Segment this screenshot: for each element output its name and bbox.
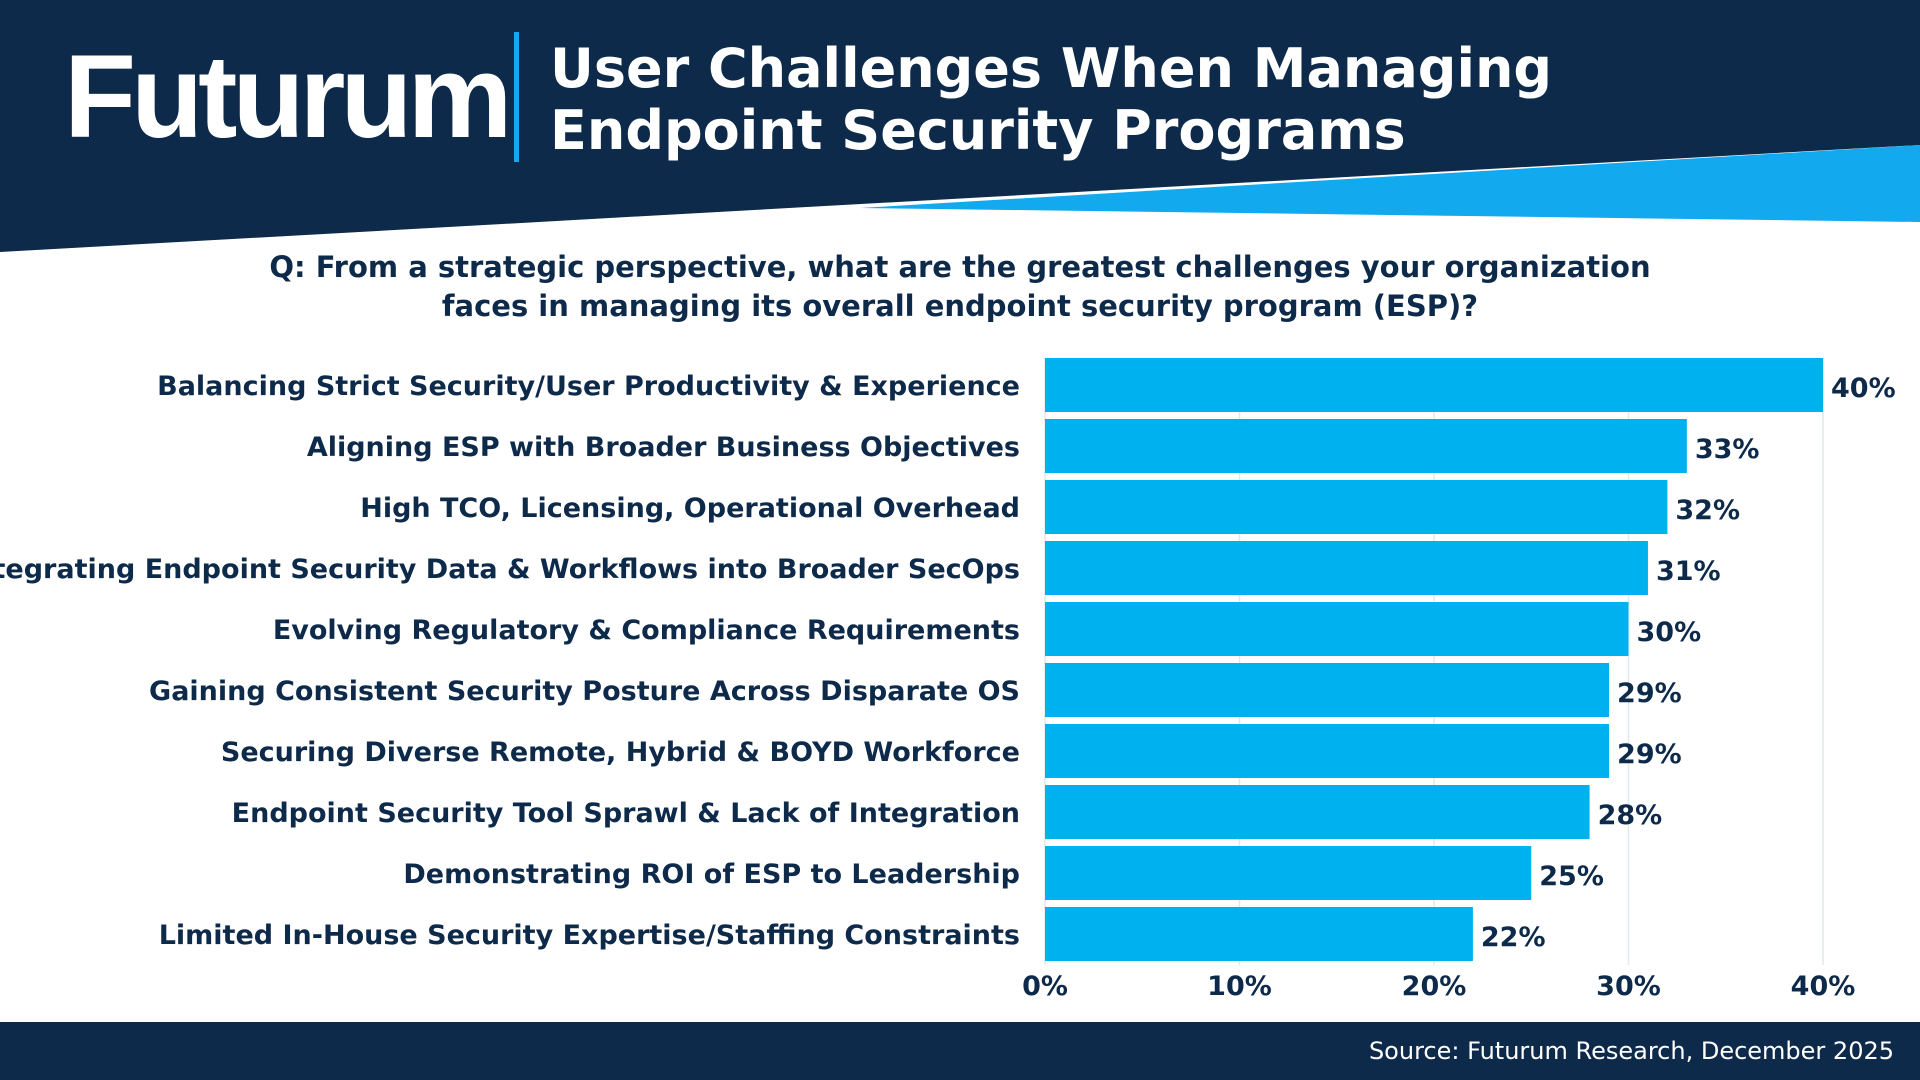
value-label-2: 32% [1675, 495, 1740, 526]
page-title: User Challenges When Managing Endpoint S… [550, 38, 1650, 162]
question-line-1: Q: From a strategic perspective, what ar… [269, 250, 1651, 284]
category-label-0: Balancing Strict Security/User Productiv… [157, 371, 1020, 402]
value-label-4: 30% [1637, 617, 1702, 648]
value-label-7: 28% [1598, 800, 1663, 831]
category-label-5: Gaining Consistent Security Posture Acro… [149, 676, 1020, 707]
header-accent-stripe [860, 145, 1920, 222]
title-line-2: Endpoint Security Programs [550, 99, 1406, 162]
value-label-1: 33% [1695, 434, 1760, 465]
x-tick-label-2: 20% [1402, 971, 1467, 1002]
bar-3 [1045, 541, 1648, 595]
header-divider [514, 32, 519, 162]
value-label-0: 40% [1831, 373, 1896, 404]
bar-4 [1045, 602, 1629, 656]
x-tick-label-3: 30% [1596, 971, 1661, 1002]
bar-7 [1045, 785, 1590, 839]
category-label-7: Endpoint Security Tool Sprawl & Lack of … [232, 798, 1020, 829]
bar-2 [1045, 480, 1668, 534]
value-label-3: 31% [1656, 556, 1721, 587]
category-label-9: Limited In-House Security Expertise/Staf… [159, 920, 1020, 951]
question-line-2: faces in managing its overall endpoint s… [441, 289, 1479, 323]
value-label-6: 29% [1617, 739, 1682, 770]
bar-0 [1045, 358, 1823, 412]
x-tick-label-0: 0% [1022, 971, 1068, 1002]
title-line-1: User Challenges When Managing [550, 37, 1553, 100]
category-label-3: Integrating Endpoint Security Data & Wor… [0, 554, 1020, 585]
value-label-8: 25% [1539, 861, 1604, 892]
category-label-6: Securing Diverse Remote, Hybrid & BOYD W… [221, 737, 1020, 768]
category-label-2: High TCO, Licensing, Operational Overhea… [360, 493, 1020, 524]
source-note: Source: Futurum Research, December 2025 [1368, 1037, 1894, 1065]
category-label-4: Evolving Regulatory & Compliance Require… [273, 615, 1020, 646]
bar-5 [1045, 663, 1610, 717]
header-background [0, 0, 1920, 252]
x-tick-label-1: 10% [1207, 971, 1272, 1002]
futurum-logo: Futurum [64, 31, 512, 163]
value-label-9: 22% [1481, 922, 1546, 953]
category-label-1: Aligning ESP with Broader Business Objec… [307, 432, 1020, 463]
bar-8 [1045, 846, 1532, 900]
x-tick-label-4: 40% [1791, 971, 1856, 1002]
bar-6 [1045, 724, 1610, 778]
category-label-8: Demonstrating ROI of ESP to Leadership [403, 859, 1020, 890]
value-label-5: 29% [1617, 678, 1682, 709]
bar-1 [1045, 419, 1687, 473]
header-banner [0, 0, 1920, 252]
bar-9 [1045, 907, 1473, 961]
survey-question: Q: From a strategic perspective, what ar… [250, 248, 1670, 326]
footer-bar: Source: Futurum Research, December 2025 [0, 1022, 1920, 1080]
bar-chart: Balancing Strict Security/User Productiv… [0, 358, 1896, 1002]
